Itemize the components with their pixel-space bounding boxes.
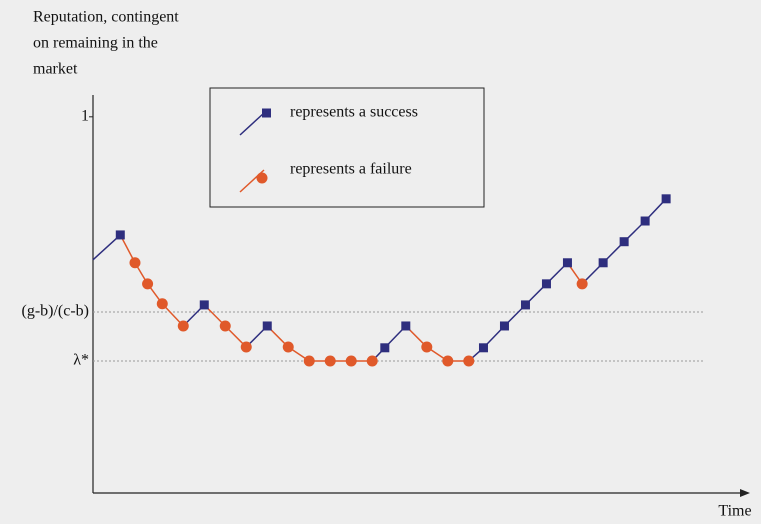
failure-marker (219, 320, 231, 332)
failure-marker (463, 355, 475, 367)
failure-marker (442, 355, 454, 367)
success-marker (640, 216, 650, 226)
failure-marker (282, 341, 294, 353)
failure-marker (421, 341, 433, 353)
failure-marker (156, 298, 168, 310)
legend-marker (262, 108, 271, 118)
success-marker (199, 300, 209, 310)
y-axis-label: on remaining in the (33, 35, 158, 52)
legend-label: represents a success (290, 104, 418, 121)
legend-label: represents a failure (290, 161, 412, 178)
y-tick-label: (g-b)/(c-b) (21, 303, 89, 320)
success-marker (661, 194, 671, 204)
success-marker (401, 321, 411, 331)
failure-marker (240, 341, 252, 353)
success-marker (262, 321, 272, 331)
success-marker (115, 230, 125, 240)
failure-marker (345, 355, 357, 367)
failure-marker (142, 278, 154, 290)
success-marker (380, 343, 390, 353)
success-marker (478, 343, 488, 353)
legend-box (209, 87, 485, 208)
success-marker (562, 258, 572, 268)
line-segment (92, 234, 121, 261)
failure-marker (576, 278, 588, 290)
failure-marker (129, 257, 141, 269)
failure-marker (366, 355, 378, 367)
x-axis-arrow (740, 489, 750, 497)
y-axis-label: market (33, 61, 78, 78)
failure-marker (177, 320, 189, 332)
legend-line (239, 112, 265, 136)
success-marker (499, 321, 509, 331)
success-marker (520, 300, 530, 310)
y-tick-label: λ* (73, 352, 89, 369)
success-marker (598, 258, 608, 268)
success-marker (619, 237, 629, 247)
failure-marker (324, 355, 336, 367)
x-axis-label: Time (718, 503, 751, 520)
legend-marker (256, 172, 268, 184)
y-axis-label: Reputation, contingent (33, 9, 179, 26)
y-tick-label: 1 (81, 107, 89, 124)
failure-marker (303, 355, 315, 367)
success-marker (541, 279, 551, 289)
